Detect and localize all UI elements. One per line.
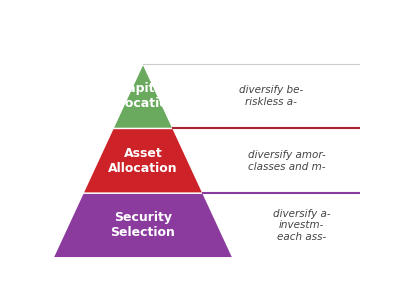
Text: Asset
Allocation: Asset Allocation	[108, 147, 178, 175]
Polygon shape	[173, 128, 360, 193]
Text: Security
Selection: Security Selection	[110, 212, 176, 239]
Polygon shape	[113, 64, 173, 128]
Text: Capital
Allocation: Capital Allocation	[108, 82, 178, 110]
Polygon shape	[53, 193, 233, 258]
Polygon shape	[203, 193, 360, 258]
Text: diversify amor-
classes and m-: diversify amor- classes and m-	[248, 150, 325, 172]
Text: diversify be-
riskless a-: diversify be- riskless a-	[239, 85, 304, 107]
Polygon shape	[83, 128, 203, 193]
Polygon shape	[128, 36, 360, 64]
Polygon shape	[143, 64, 360, 128]
Text: diversify a-
investm-
each ass-: diversify a- investm- each ass-	[272, 209, 330, 242]
